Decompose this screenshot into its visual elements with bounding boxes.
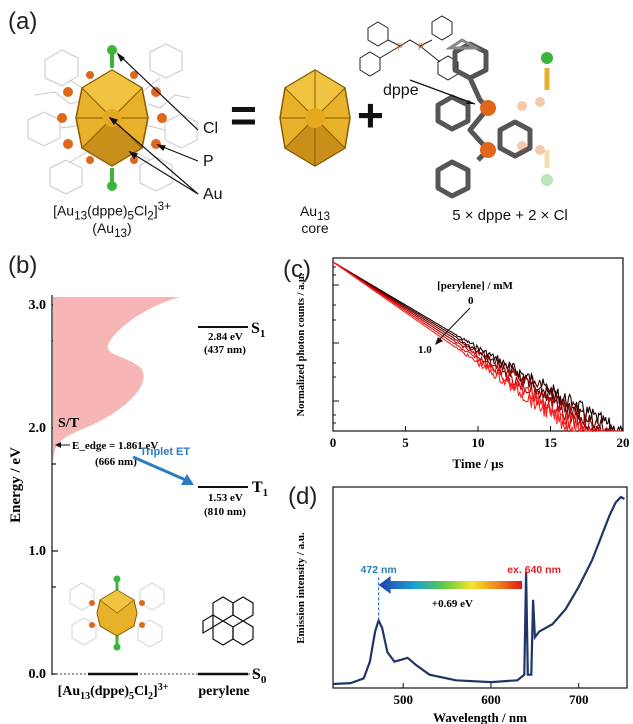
x-tick-label: 500 (393, 692, 413, 707)
decay-y-axis-label: Normalized photon counts / a.u. (296, 273, 307, 416)
x-tick-label: 700 (569, 692, 589, 707)
s1-nm: (437 nm) (204, 344, 246, 356)
y-tick-0: 0.0 (29, 667, 47, 682)
cluster-abbrev-label: (Au13) (92, 220, 132, 240)
peak-label: 472 nm (361, 564, 397, 576)
emission-plot-frame (332, 486, 628, 689)
perylene-structure-icon (202, 596, 254, 646)
edge-label: E_edge = 1.861 eV (72, 440, 158, 452)
st-label: S/T (58, 416, 80, 431)
y-tick-1: 1.0 (29, 544, 47, 559)
legend-top-value: 0 (468, 295, 474, 307)
panel-b-label: (b) (8, 252, 38, 279)
atom-label-cl: Cl (203, 120, 219, 137)
atom-label-au: Au (203, 186, 223, 203)
cluster-formula-label: [Au13(dppe)5Cl2]3+ (53, 200, 171, 223)
energy-shift-arrow (378, 576, 523, 594)
perylene-name-label: perylene (198, 684, 249, 699)
cluster-name-label: [Au13(dppe)5Cl2]3+ (58, 682, 169, 702)
atom-leader-lines (108, 52, 199, 195)
s1-label: S1 (251, 320, 265, 340)
au13-cluster-structure (57, 45, 167, 191)
au13-core-structure (279, 69, 351, 167)
x-tick-label: 600 (481, 692, 501, 707)
ligand-label: 5 × dppe + 2 × Cl (452, 207, 568, 224)
plus-sign: + (357, 89, 384, 141)
panel-d-label: (d) (288, 483, 318, 510)
x-tick-label: 5 (402, 435, 409, 450)
energy-shift-label: +0.69 eV (432, 598, 473, 610)
decay-series-line (332, 261, 623, 432)
legend-arrow (437, 307, 471, 342)
cluster-thumbnail-icon (69, 575, 165, 651)
equals-sign: = (230, 89, 257, 141)
excitation-label: ex. 640 nm (507, 564, 561, 576)
energy-axis-label: Energy / eV (8, 447, 24, 523)
x-tick-label: 10 (472, 435, 485, 450)
panel-a-label: (a) (8, 8, 38, 35)
atom-label-p: P (203, 153, 214, 170)
panel-b-energy-diagram: 3.0 2.0 1.0 0.0 Energy / eV S/T E_edge =… (8, 295, 268, 702)
s1-energy: 2.84 eV (208, 331, 243, 343)
decay-series-line (332, 261, 623, 433)
t1-energy: 1.53 eV (208, 492, 243, 504)
legend-title: [perylene] / mM (437, 280, 513, 292)
triplet-et-label: Triplet ET (140, 446, 190, 458)
legend-arrowhead-icon (435, 337, 443, 345)
panel-a-figure: P P (27, 15, 553, 199)
x-tick-label: 20 (617, 435, 630, 450)
panel-c-decay-chart: 0 5 10 15 20 [perylene] / mM 0 1.0 Time / μs… (296, 257, 630, 471)
decay-curves (332, 261, 624, 433)
panel-d-emission-chart: 500 600 700 472 nm ex. 640 nm +0.69 eV Wav… (295, 486, 628, 724)
x-tick-label: 15 (544, 435, 558, 450)
dppe-label: dppe (383, 82, 419, 99)
st-absorption-band (53, 297, 180, 460)
decay-series-line (332, 261, 623, 432)
s0-label: S0 (252, 666, 267, 686)
svg-text:P: P (397, 42, 403, 52)
t1-label: T1 (252, 479, 268, 499)
log-y-ticks (333, 266, 339, 424)
core-label-line2: core (301, 220, 329, 236)
triplet-et-arrow (132, 455, 189, 483)
edge-nm-label: (666 nm) (95, 456, 137, 468)
decay-series-line (332, 261, 623, 433)
y-tick-2: 2.0 (29, 421, 47, 436)
t1-nm: (810 nm) (204, 506, 246, 518)
triplet-et-arrowhead-icon (181, 474, 194, 485)
emission-x-axis-label: Wavelength / nm (433, 710, 527, 724)
emission-spectrum-line (332, 495, 625, 686)
core-label: Au13 (299, 203, 331, 223)
y-tick-3: 3.0 (29, 298, 47, 313)
edge-arrow-icon (55, 442, 61, 448)
emission-y-axis-label: Emission intensity / a.u. (295, 532, 307, 644)
x-tick-label: 0 (330, 435, 337, 450)
dppe-ligand-structure: P P (359, 15, 553, 199)
legend-bottom-value: 1.0 (418, 344, 432, 356)
panel-c-label: (c) (283, 256, 311, 283)
decay-x-axis-label: Time / μs (452, 456, 503, 471)
svg-text:P: P (418, 42, 424, 52)
